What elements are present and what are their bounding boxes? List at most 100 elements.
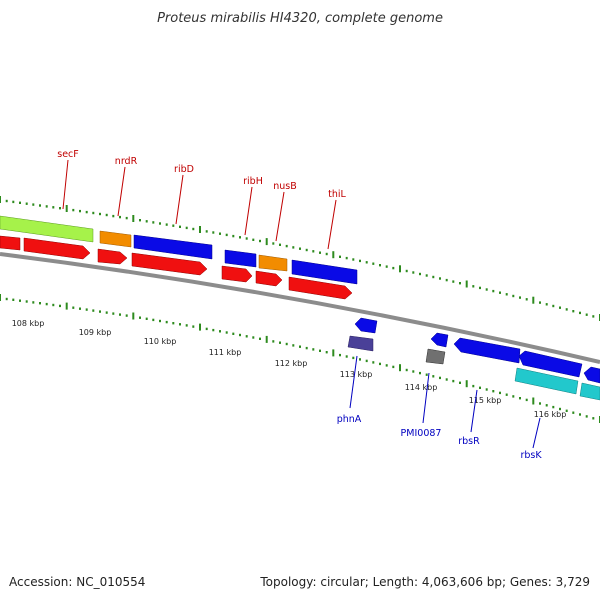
forward-strand-genes [0, 215, 358, 300]
minor-tick-dot [79, 307, 81, 310]
minor-tick-dot [505, 393, 508, 396]
gene-arrow[interactable] [221, 265, 253, 283]
leader-line [62, 159, 69, 210]
gene-arrow[interactable] [579, 382, 600, 401]
gene-label-ribD: ribD [174, 164, 194, 175]
minor-tick-dot [52, 206, 55, 209]
minor-tick-dot [572, 310, 575, 313]
minor-tick-dot [592, 315, 595, 318]
major-tick-mark [132, 215, 135, 222]
minor-tick-dot [379, 264, 381, 267]
tick-label: 115 kbp [469, 396, 502, 405]
minor-tick-dot [19, 201, 21, 204]
minor-tick-dot [305, 346, 308, 350]
minor-tick-dot [365, 261, 368, 264]
minor-tick-dot [512, 395, 515, 398]
minor-tick-dot [372, 361, 375, 364]
gene-arrow[interactable] [583, 366, 600, 384]
gene-arrow[interactable] [518, 350, 583, 378]
gene-ribD-arrow[interactable] [133, 234, 213, 260]
minor-tick-dot [592, 417, 595, 420]
major-tick-mark [0, 196, 1, 203]
gene-nrdR-arrow[interactable] [99, 230, 132, 248]
gene-phnA-arrow[interactable] [354, 317, 378, 334]
gene-rbsK-arrow[interactable] [514, 367, 579, 395]
major-tick-mark [332, 349, 335, 357]
minor-tick-dot [119, 215, 121, 219]
minor-tick-dot [439, 376, 441, 380]
tick-label: 108 kbp [12, 319, 45, 328]
minor-tick-dot [179, 323, 181, 326]
leader-line [175, 174, 184, 225]
leader-line [470, 389, 478, 433]
gene-arrow[interactable] [131, 252, 208, 276]
gene-arrow[interactable] [97, 248, 128, 265]
minor-tick-dot [325, 252, 328, 256]
major-tick-mark [532, 397, 535, 405]
minor-tick-dot [512, 294, 515, 298]
minor-tick-dot [205, 230, 208, 233]
minor-tick-dot [572, 411, 575, 414]
minor-tick-dot [285, 342, 288, 346]
minor-tick-dot [205, 327, 208, 331]
gene-PMI0087-arrow[interactable] [430, 332, 449, 348]
minor-tick-dot [32, 203, 35, 206]
minor-tick-dot [239, 333, 241, 337]
gene-label-PMI0087: PMI0087 [401, 428, 442, 439]
minor-tick-dot [579, 311, 581, 315]
gene-label-secF: secF [57, 149, 78, 160]
minor-tick-dot [365, 359, 368, 363]
gene-arrow[interactable] [288, 276, 353, 300]
gene-arrow[interactable] [23, 237, 91, 260]
minor-tick-dot [479, 286, 481, 290]
minor-tick-dot [172, 224, 175, 227]
gene-arrow[interactable] [347, 335, 374, 352]
gene-arrow[interactable] [425, 348, 446, 365]
minor-tick-dot [472, 384, 475, 388]
gene-label-nusB: nusB [273, 181, 297, 192]
minor-tick-dot [72, 208, 75, 212]
minor-tick-dot [252, 336, 255, 339]
gene-labels: secF nrdR ribD ribH nusB thiL phnA PMI00… [57, 149, 542, 461]
gene-label-rbsK: rbsK [520, 450, 542, 461]
gene-arrow[interactable] [453, 337, 521, 364]
minor-tick-dot [445, 278, 448, 282]
minor-tick-dot [459, 282, 461, 285]
gene-nusB-arrow[interactable] [258, 254, 288, 272]
minor-tick-dot [579, 413, 581, 416]
minor-tick-dot [59, 207, 61, 210]
gene-arrow[interactable] [0, 235, 21, 251]
minor-tick-dot [479, 386, 481, 389]
gene-secF-arrow[interactable] [0, 215, 94, 243]
gene-ribH-arrow[interactable] [224, 249, 257, 268]
minor-tick-dot [272, 242, 275, 245]
minor-tick-dot [125, 314, 128, 317]
minor-tick-dot [32, 301, 35, 304]
gene-arrow[interactable] [255, 270, 283, 287]
minor-tick-dot [192, 227, 195, 231]
tick-label: 116 kbp [534, 410, 567, 419]
minor-tick-dot [99, 212, 101, 216]
minor-tick-dot [552, 304, 555, 308]
minor-tick-dot [432, 275, 435, 279]
minor-tick-dot [232, 234, 235, 238]
minor-tick-dot [485, 288, 488, 291]
minor-tick-dot [165, 320, 168, 324]
minor-tick-dot [359, 358, 361, 361]
minor-tick-dot [452, 379, 455, 383]
minor-tick-dot [192, 325, 195, 328]
tick-label: 113 kbp [340, 370, 373, 379]
label-leaders [62, 159, 541, 449]
minor-tick-dot [359, 259, 361, 263]
minor-tick-dot [379, 362, 381, 366]
major-tick-mark [465, 280, 468, 288]
minor-tick-dot [312, 250, 315, 253]
minor-tick-dot [85, 210, 88, 214]
minor-tick-dot [292, 344, 295, 347]
accession-label: Accession: NC_010554 [9, 575, 145, 589]
minor-tick-dot [125, 216, 128, 220]
gene-thiL-arrow[interactable] [291, 259, 358, 285]
minor-tick-dot [339, 255, 341, 258]
minor-tick-dot [499, 291, 501, 294]
minor-tick-dot [59, 304, 61, 308]
